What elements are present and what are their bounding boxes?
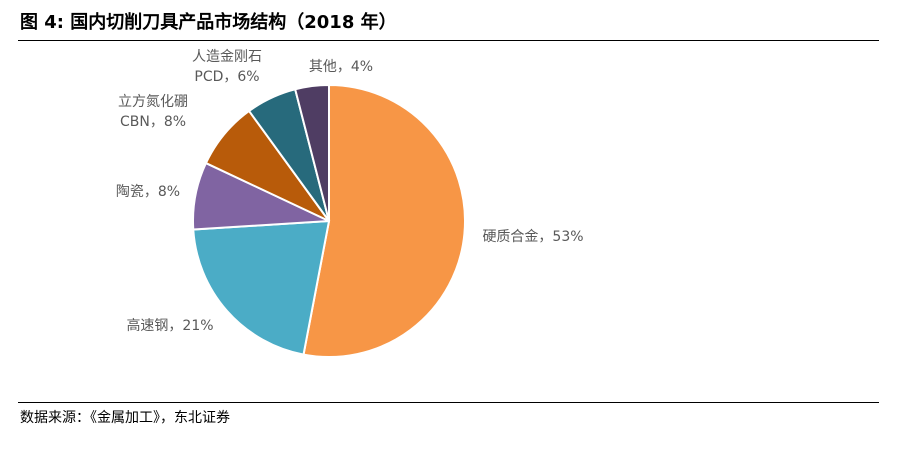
pie-slice-0 bbox=[302, 83, 466, 358]
pie-slice-1 bbox=[192, 219, 331, 356]
slice-label-0: 硬质合金，53% bbox=[482, 229, 583, 245]
source-rule bbox=[18, 402, 879, 403]
slice-label-5: 其他，4% bbox=[309, 59, 373, 75]
figure-title: 图 4: 国内切削刀具产品市场结构（2018 年） bbox=[20, 12, 397, 33]
slice-label-3: 立方氮化硼 CBN，8% bbox=[118, 94, 188, 130]
source-note: 数据来源：《金属加工》，东北证券 bbox=[20, 410, 230, 426]
slice-label-1: 高速钢，21% bbox=[126, 317, 213, 334]
pie-slice-5 bbox=[293, 83, 330, 222]
slice-label-4: 人造金刚石 PCD，6% bbox=[192, 49, 262, 85]
title-rule bbox=[18, 40, 879, 41]
slice-label-2: 陶瓷，8% bbox=[116, 184, 180, 200]
